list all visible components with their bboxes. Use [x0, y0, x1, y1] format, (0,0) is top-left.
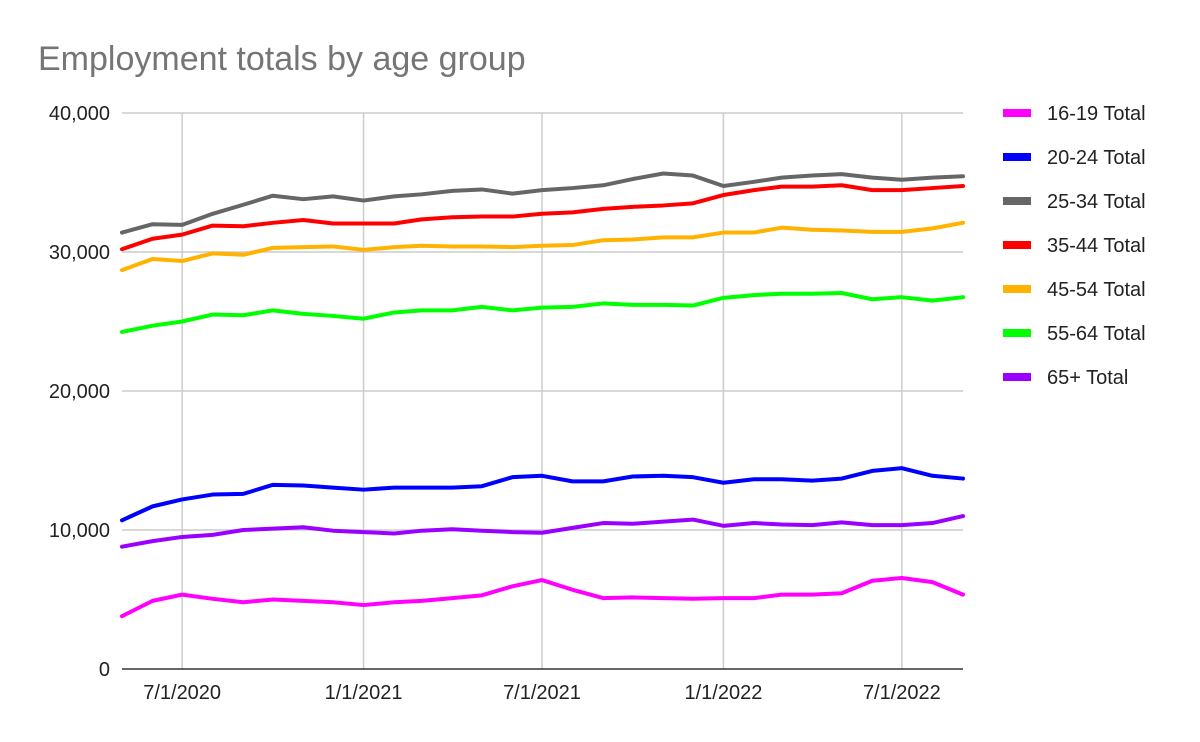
x-tick-label: 7/1/2020	[143, 682, 221, 704]
legend-label-45-54-total: 45-54 Total	[1047, 279, 1146, 301]
series-line-35-44-total	[120, 183, 965, 252]
y-axis-ticks: 0 10,000 20,000 30,000 40,000	[49, 103, 110, 681]
series-line-16-19-total	[120, 575, 965, 619]
series-line-45-54-total	[120, 220, 965, 273]
legend-swatch-20-24-total	[1003, 153, 1031, 161]
y-tick-label: 10,000	[49, 520, 110, 542]
legend-swatch-55-64-total	[1003, 329, 1031, 337]
legend-label-16-19-total: 16-19 Total	[1047, 103, 1146, 125]
y-tick-label: 30,000	[49, 242, 110, 264]
series-lines	[120, 171, 965, 619]
y-tick-label: 0	[99, 659, 110, 681]
legend-swatch-45-54-total	[1003, 285, 1031, 293]
legend-label-55-64-total: 55-64 Total	[1047, 323, 1146, 345]
x-tick-label: 7/1/2021	[503, 682, 581, 704]
legend: 16-19 Total 20-24 Total 25-34 Total 35-44 T…	[1003, 103, 1146, 389]
legend-label-65-total: 65+ Total	[1047, 367, 1128, 389]
series-line-25-34-total	[120, 171, 965, 235]
grid	[122, 112, 963, 670]
legend-swatch-65-total	[1003, 373, 1031, 381]
series-line-65-total	[120, 514, 965, 549]
series-line-55-64-total	[120, 291, 965, 334]
legend-label-25-34-total: 25-34 Total	[1047, 191, 1146, 213]
series-line-20-24-total	[120, 466, 965, 523]
legend-label-20-24-total: 20-24 Total	[1047, 147, 1146, 169]
legend-swatch-35-44-total	[1003, 241, 1031, 249]
x-tick-label: 1/1/2022	[684, 682, 762, 704]
y-tick-label: 40,000	[49, 103, 110, 125]
legend-label-35-44-total: 35-44 Total	[1047, 235, 1146, 257]
legend-swatch-16-19-total	[1003, 109, 1031, 117]
y-tick-label: 20,000	[49, 381, 110, 403]
x-tick-label: 1/1/2021	[325, 682, 403, 704]
chart-title: Employment totals by age group	[38, 40, 526, 78]
x-tick-label: 7/1/2022	[863, 682, 941, 704]
legend-swatch-25-34-total	[1003, 197, 1031, 205]
x-axis-ticks: 7/1/2020 1/1/2021 7/1/2021 1/1/2022 7/1/2022	[143, 682, 941, 704]
